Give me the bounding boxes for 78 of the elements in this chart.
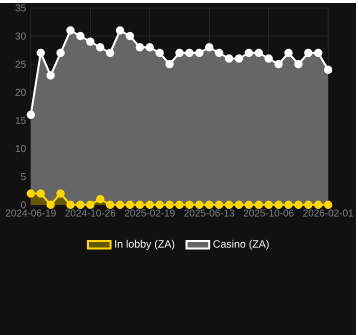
point xyxy=(254,48,263,58)
point xyxy=(304,48,312,58)
point xyxy=(234,54,244,63)
y-tick-label: 25 xyxy=(16,60,26,68)
point xyxy=(116,200,124,209)
point xyxy=(175,200,184,209)
point xyxy=(26,110,36,119)
point xyxy=(314,200,322,209)
legend-label: Casino (ZA) xyxy=(213,240,269,250)
point xyxy=(136,43,144,52)
point xyxy=(244,200,254,209)
point xyxy=(234,200,244,209)
point xyxy=(324,66,332,74)
point xyxy=(274,200,283,209)
point xyxy=(304,200,312,209)
point xyxy=(214,48,224,58)
point xyxy=(244,48,254,58)
point xyxy=(294,200,303,209)
point xyxy=(254,200,263,209)
point xyxy=(96,43,104,52)
point xyxy=(284,48,293,58)
point xyxy=(26,189,36,198)
point xyxy=(205,200,214,209)
point xyxy=(56,48,65,58)
x-tick-label: 2026-02-01 xyxy=(303,209,354,217)
point xyxy=(274,60,283,68)
point xyxy=(46,71,55,80)
x-tick-label: 2024-10-26 xyxy=(65,209,116,217)
point xyxy=(214,200,224,209)
point xyxy=(106,200,114,209)
point xyxy=(136,200,144,209)
point xyxy=(36,189,45,198)
x-tick-label: 2025-10-06 xyxy=(244,209,294,217)
point xyxy=(205,43,214,52)
point xyxy=(224,54,234,63)
point xyxy=(76,32,85,40)
point xyxy=(185,200,194,209)
point xyxy=(46,200,55,209)
point xyxy=(146,43,154,52)
point xyxy=(284,200,293,209)
point xyxy=(324,200,332,209)
point xyxy=(175,48,184,58)
y-tick-label: 20 xyxy=(16,88,26,96)
point xyxy=(264,54,273,63)
point xyxy=(294,60,303,68)
point xyxy=(264,200,273,209)
point xyxy=(195,48,204,58)
point xyxy=(76,200,85,209)
x-tick-label: 2024-06-19 xyxy=(6,209,56,217)
point xyxy=(185,48,194,58)
x-tick-label: 2025-06-13 xyxy=(184,209,234,217)
point xyxy=(36,48,45,58)
y-tick-label: 5 xyxy=(21,173,26,180)
point xyxy=(126,32,134,40)
point xyxy=(165,200,174,209)
point xyxy=(106,48,114,58)
y-tick-label: 10 xyxy=(16,145,26,152)
point xyxy=(224,200,234,209)
point xyxy=(66,26,75,35)
x-tick-label: 2025-02-19 xyxy=(124,209,175,217)
point xyxy=(126,200,134,209)
point xyxy=(56,189,65,198)
point xyxy=(146,200,154,209)
y-tick-label: 15 xyxy=(16,116,26,124)
point xyxy=(155,200,164,209)
point xyxy=(195,200,204,209)
point xyxy=(66,200,75,209)
y-tick-label: 0 xyxy=(21,201,26,208)
point xyxy=(96,194,104,204)
point xyxy=(86,200,94,209)
y-tick-label: 35 xyxy=(15,4,26,12)
point xyxy=(314,48,322,58)
point xyxy=(116,26,124,35)
point xyxy=(155,48,164,58)
point xyxy=(165,60,174,68)
point xyxy=(86,37,94,46)
y-tick-label: 30 xyxy=(15,32,26,40)
legend-label: In lobby (ZA) xyxy=(115,240,174,250)
